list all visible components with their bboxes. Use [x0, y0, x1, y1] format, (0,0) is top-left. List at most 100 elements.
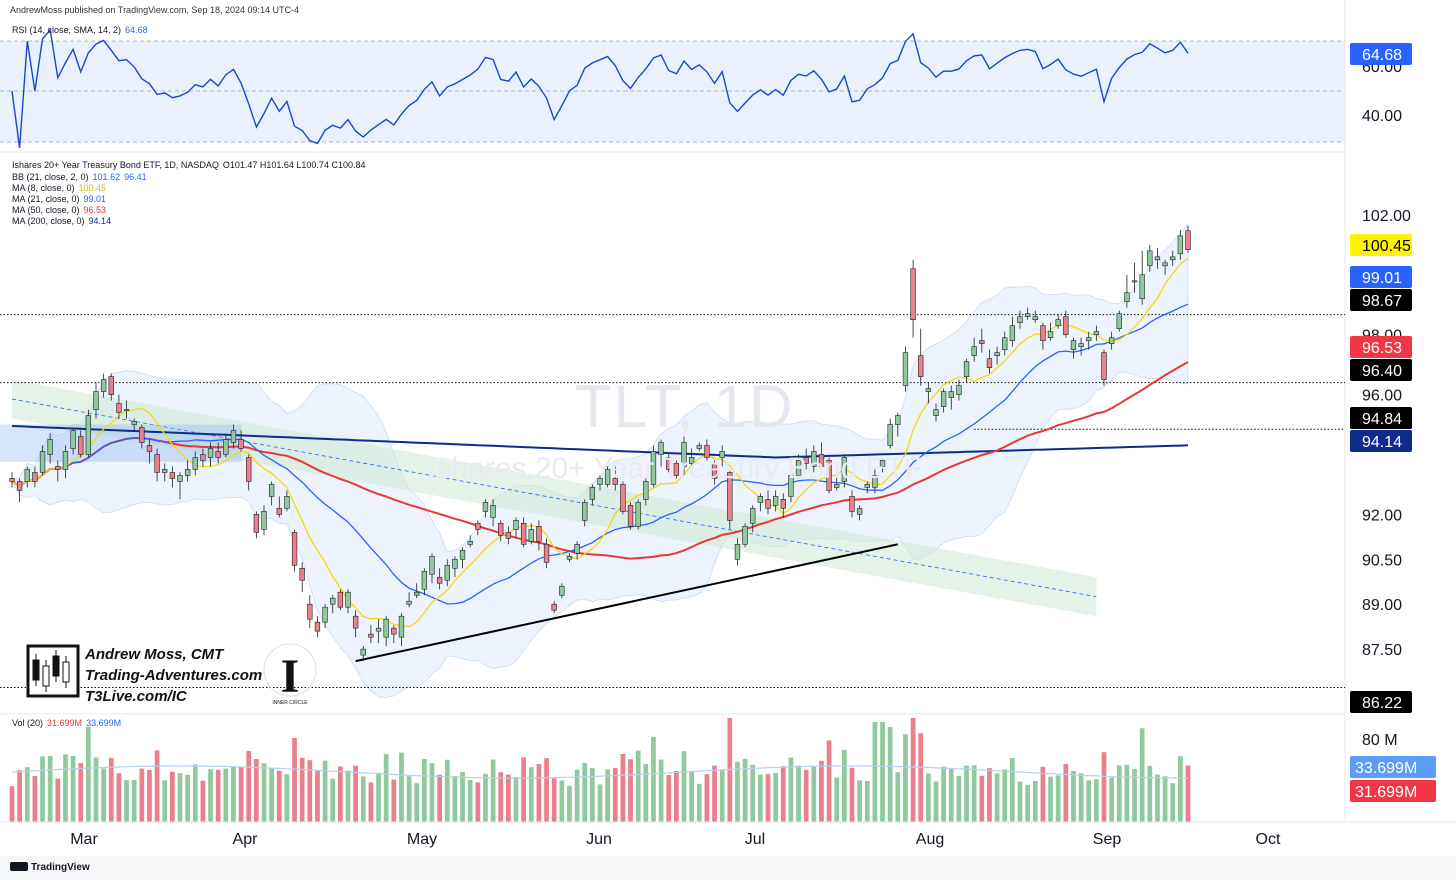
candle-body — [368, 633, 374, 638]
volume-bar — [383, 754, 389, 822]
tradingview-brand[interactable]: TradingView — [10, 862, 90, 873]
volume-bar — [1147, 765, 1153, 822]
volume-bar — [215, 769, 221, 822]
candle-body — [1124, 292, 1130, 303]
candle-body — [24, 469, 30, 482]
candle — [1170, 250, 1176, 266]
candle-body — [1063, 316, 1069, 335]
rsi-line — [11, 28, 1189, 149]
signature-block: Andrew Moss, CMT Trading-Adventures.com … — [85, 644, 262, 707]
candle-body — [284, 496, 290, 509]
volume-bar — [742, 758, 748, 822]
candle-body — [765, 499, 771, 509]
candle — [32, 466, 38, 488]
volume-bar — [437, 774, 443, 822]
candle — [734, 538, 741, 566]
candle — [986, 349, 993, 374]
candle-body — [253, 514, 260, 533]
volume-bar — [551, 778, 557, 822]
candle-body — [444, 564, 450, 581]
candle — [1162, 259, 1168, 275]
volume-bar — [1101, 752, 1107, 822]
candle — [1024, 307, 1031, 320]
volume-bar — [689, 772, 695, 822]
candle — [39, 445, 46, 476]
volume-bar — [490, 759, 496, 822]
candle-body — [1177, 235, 1184, 255]
candle — [55, 460, 61, 482]
volume-bar — [475, 782, 481, 822]
price-label-text: 100.45 — [1362, 238, 1411, 255]
candle — [169, 466, 176, 488]
rsi-legend: RSI (14, close, SMA, 14, 2) 64.68 — [12, 25, 152, 35]
candle — [100, 373, 107, 398]
volume-bar — [994, 773, 1000, 822]
candle-body — [918, 355, 924, 377]
candle — [757, 493, 764, 512]
candle-body — [391, 627, 397, 635]
candle-body — [719, 451, 725, 458]
candle — [589, 484, 596, 506]
candle — [352, 610, 359, 638]
vol-value-text: 33.699M — [1355, 760, 1417, 777]
candle — [1131, 262, 1138, 293]
volume-bar — [1032, 781, 1038, 822]
candle — [956, 379, 962, 401]
vol-value-box — [1350, 780, 1436, 802]
volume-bar — [1109, 777, 1115, 822]
candle — [918, 328, 924, 386]
candle-body — [704, 445, 710, 458]
candle-body — [780, 499, 786, 509]
candle-body — [979, 340, 985, 344]
candle — [979, 328, 985, 353]
volume-bar — [299, 757, 305, 822]
candle — [360, 646, 366, 662]
candle-body — [543, 544, 550, 563]
candle-body — [1055, 319, 1061, 326]
candle-body — [1185, 230, 1191, 250]
price-tick: 96.00 — [1362, 388, 1402, 405]
price-label-box — [1350, 691, 1412, 713]
inner-circle-logo-text: INNER CIRCLE — [272, 700, 308, 706]
volume-bar — [131, 780, 137, 822]
candle-body — [528, 529, 534, 542]
candle — [70, 427, 76, 455]
price-label-box — [1350, 359, 1412, 381]
bb-lower: 96.41 — [124, 172, 147, 182]
support-trendline — [355, 543, 899, 663]
volume-bar — [200, 780, 206, 822]
descending-channel — [12, 379, 1097, 617]
volume-bar — [177, 773, 183, 822]
candle-body — [375, 627, 382, 632]
volume-bar — [1002, 769, 1008, 822]
month-label-oct: Oct — [1256, 831, 1281, 848]
volume-bar — [101, 768, 107, 822]
candle — [895, 412, 901, 437]
candle-body — [1116, 313, 1122, 329]
candle — [414, 583, 420, 599]
volume-bar — [55, 778, 61, 822]
volume-bar — [85, 726, 91, 822]
volume-bar — [536, 764, 542, 822]
candle — [559, 583, 565, 599]
candle-body — [910, 268, 916, 321]
candle — [93, 382, 99, 419]
candle-body — [520, 523, 527, 545]
candle-body — [238, 439, 244, 449]
candle — [803, 448, 809, 470]
volume-bar — [513, 777, 519, 822]
candle-body — [727, 472, 733, 521]
volume-bar — [834, 777, 840, 822]
candle — [1086, 331, 1092, 350]
volume-bar — [780, 766, 786, 822]
candle — [467, 535, 473, 548]
volume-bar — [139, 768, 145, 822]
candle-body — [131, 421, 137, 425]
candle — [1002, 331, 1008, 356]
candle-body — [1086, 337, 1092, 341]
candle — [627, 502, 634, 530]
volume-bar — [1155, 774, 1160, 822]
candle — [146, 439, 153, 464]
candle-body — [9, 478, 15, 482]
